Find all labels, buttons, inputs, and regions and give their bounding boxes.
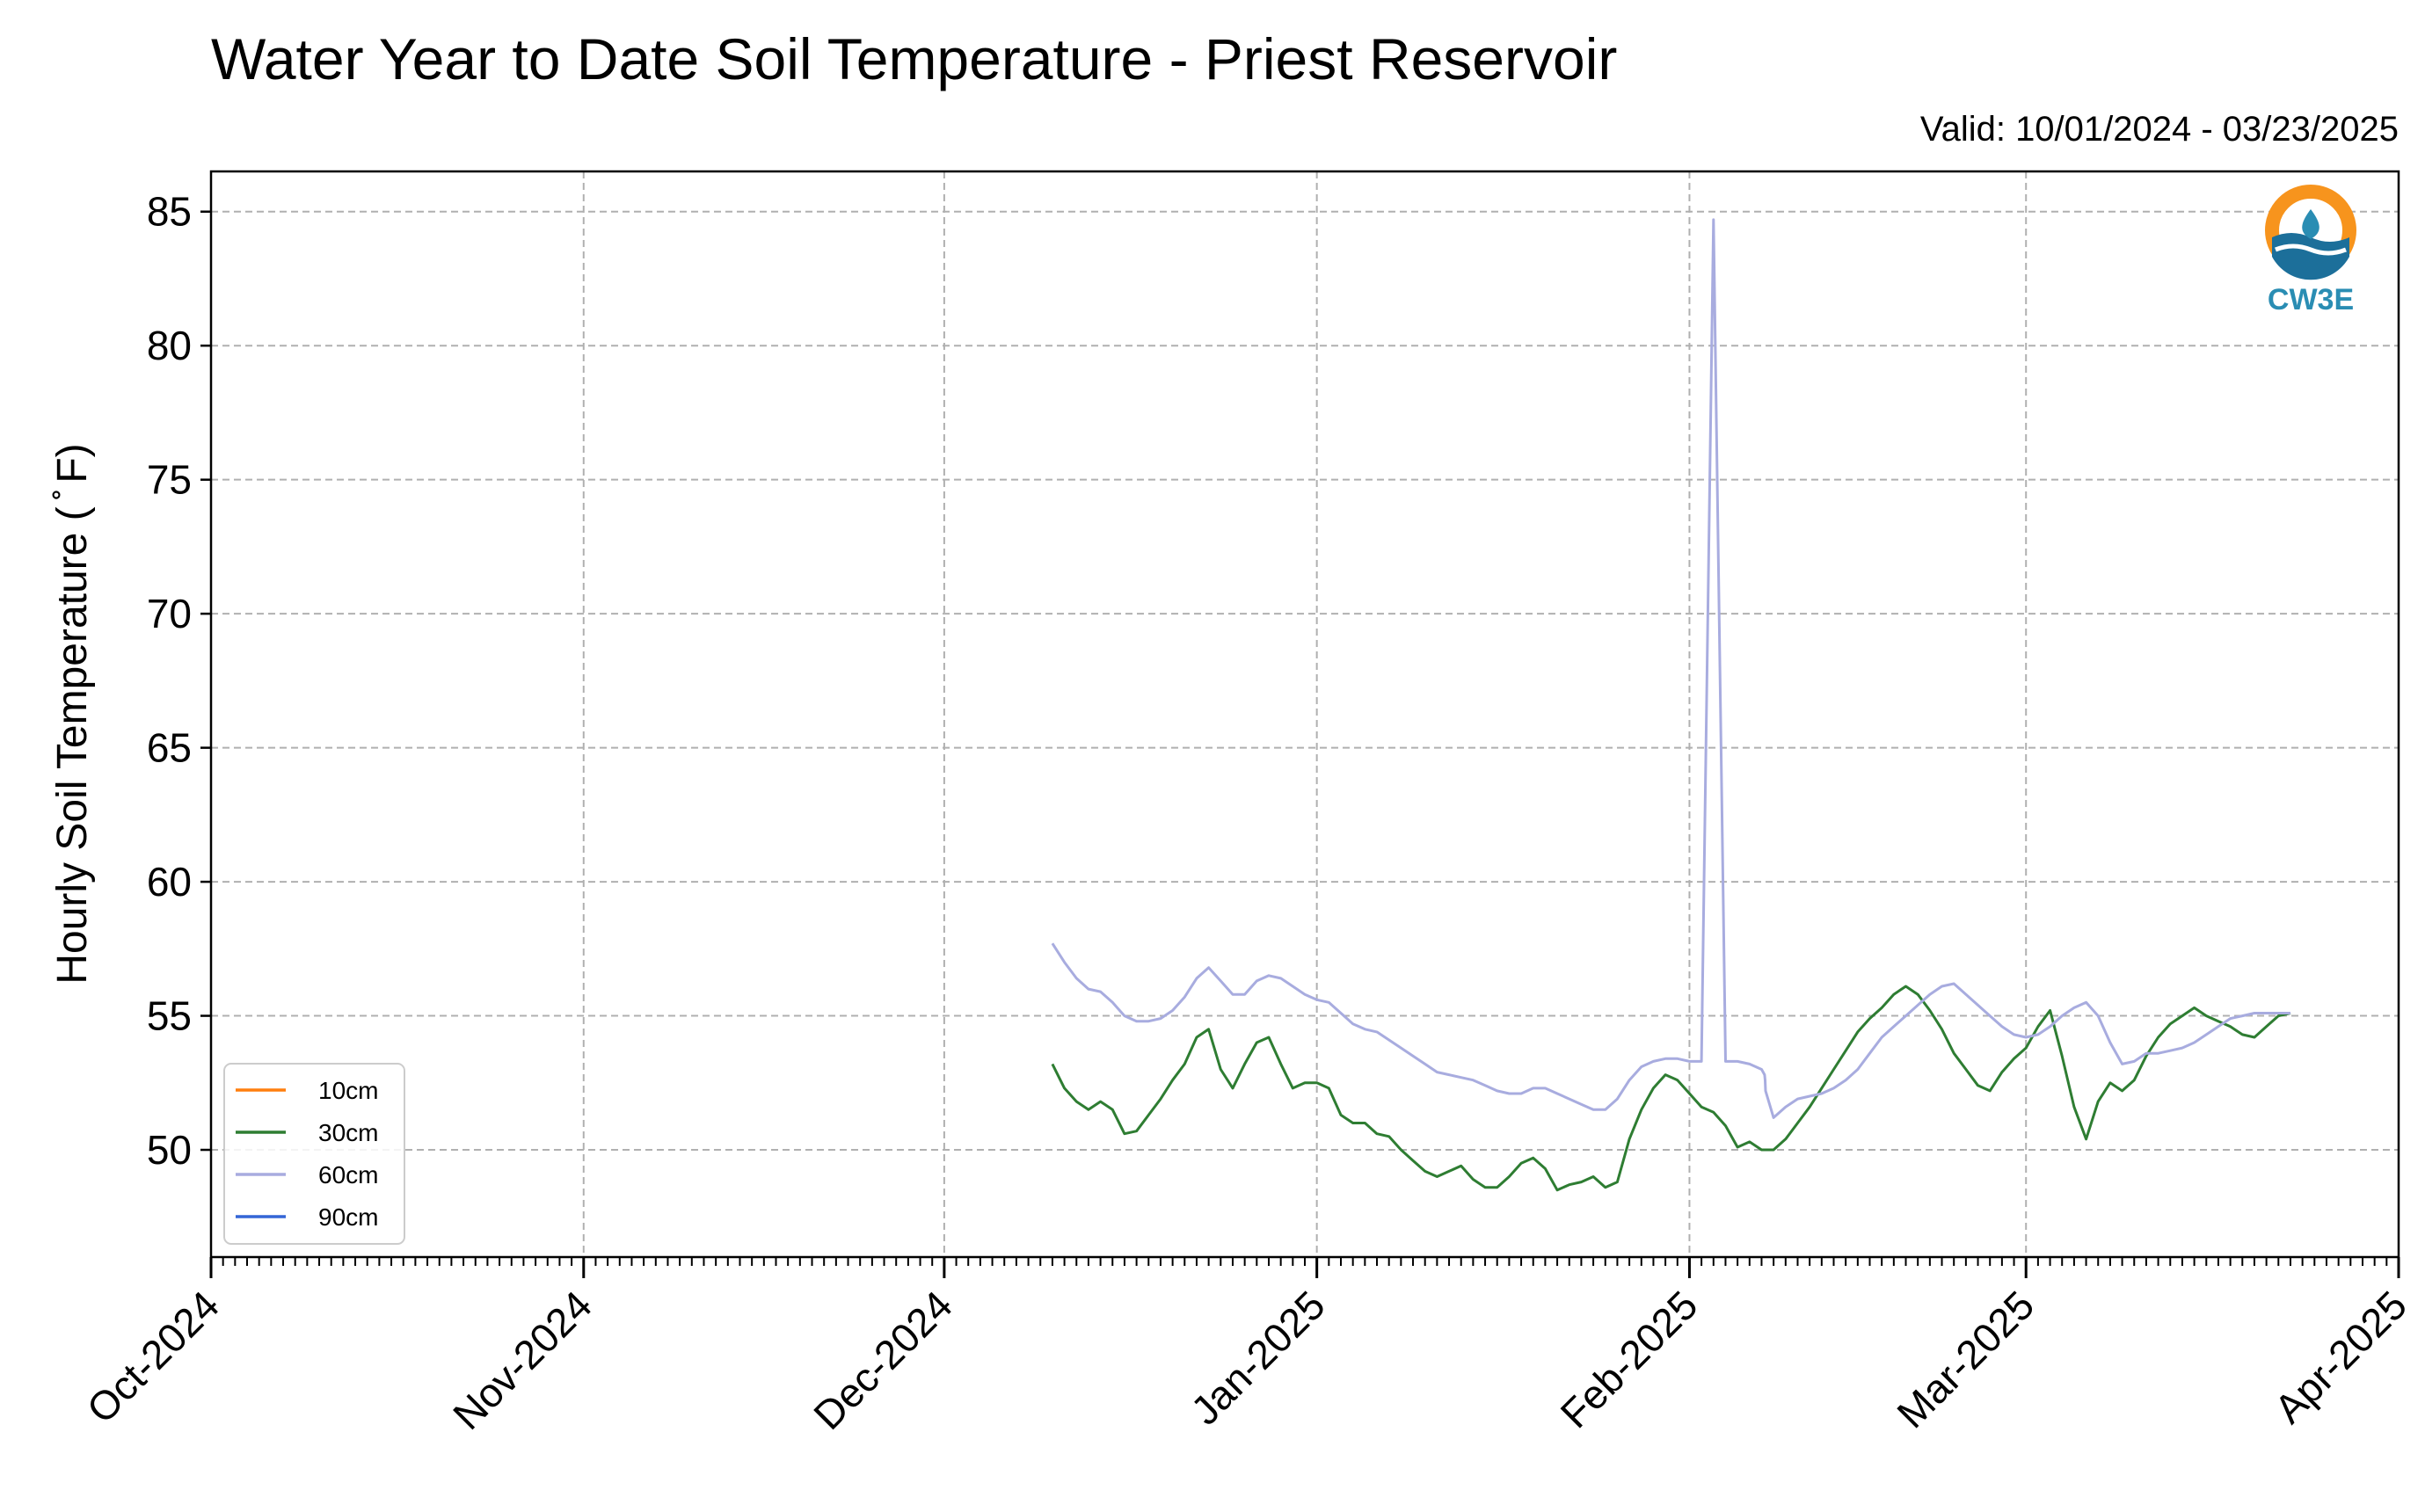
water-drop-icon xyxy=(2302,209,2319,239)
x-tick-label: Mar-2025 xyxy=(1888,1282,2043,1436)
y-axis-label: Hourly Soil Temperature ( ̊ F) xyxy=(49,443,96,984)
x-axis: Oct-2024 Nov-2024 Dec-2024 Jan-2025 Feb-2025… xyxy=(78,1257,2415,1438)
y-tick-label: 50 xyxy=(147,1127,192,1173)
series-lines xyxy=(1051,218,2291,1192)
cw3e-logo: CW3E xyxy=(2265,185,2356,316)
x-tick-label: Nov-2024 xyxy=(444,1282,601,1438)
y-tick-label: 55 xyxy=(147,993,192,1039)
legend-label-10cm: 10cm xyxy=(318,1077,378,1104)
legend: 10cm 30cm 60cm 90cm xyxy=(223,1063,405,1245)
x-tick-label: Jan-2025 xyxy=(1182,1282,1333,1433)
x-tick-label: Oct-2024 xyxy=(78,1282,229,1432)
y-tick-label: 70 xyxy=(147,591,192,636)
series-line-60cm xyxy=(1051,218,2290,1119)
chart-subtitle: Valid: 10/01/2024 - 03/23/2025 xyxy=(1920,110,2399,149)
logo-text: CW3E xyxy=(2268,283,2354,316)
x-tick-label: Apr-2025 xyxy=(2265,1282,2415,1432)
x-tick-label: Dec-2024 xyxy=(805,1282,961,1438)
series-line-30cm xyxy=(1051,985,2291,1192)
y-axis: 50 55 60 65 70 75 80 85 xyxy=(147,189,211,1173)
legend-label-60cm: 60cm xyxy=(318,1161,378,1189)
y-tick-label: 85 xyxy=(147,189,192,235)
x-tick-label: Feb-2025 xyxy=(1552,1282,1707,1436)
legend-box xyxy=(223,1063,405,1245)
legend-label-30cm: 30cm xyxy=(318,1119,378,1146)
legend-label-90cm: 90cm xyxy=(318,1203,378,1231)
y-tick-label: 65 xyxy=(147,725,192,771)
y-tick-label: 60 xyxy=(147,859,192,905)
y-tick-label: 80 xyxy=(147,323,192,368)
grid xyxy=(210,171,2400,1257)
chart-title: Water Year to Date Soil Temperature - Pr… xyxy=(211,26,1617,91)
y-tick-label: 75 xyxy=(147,457,192,503)
